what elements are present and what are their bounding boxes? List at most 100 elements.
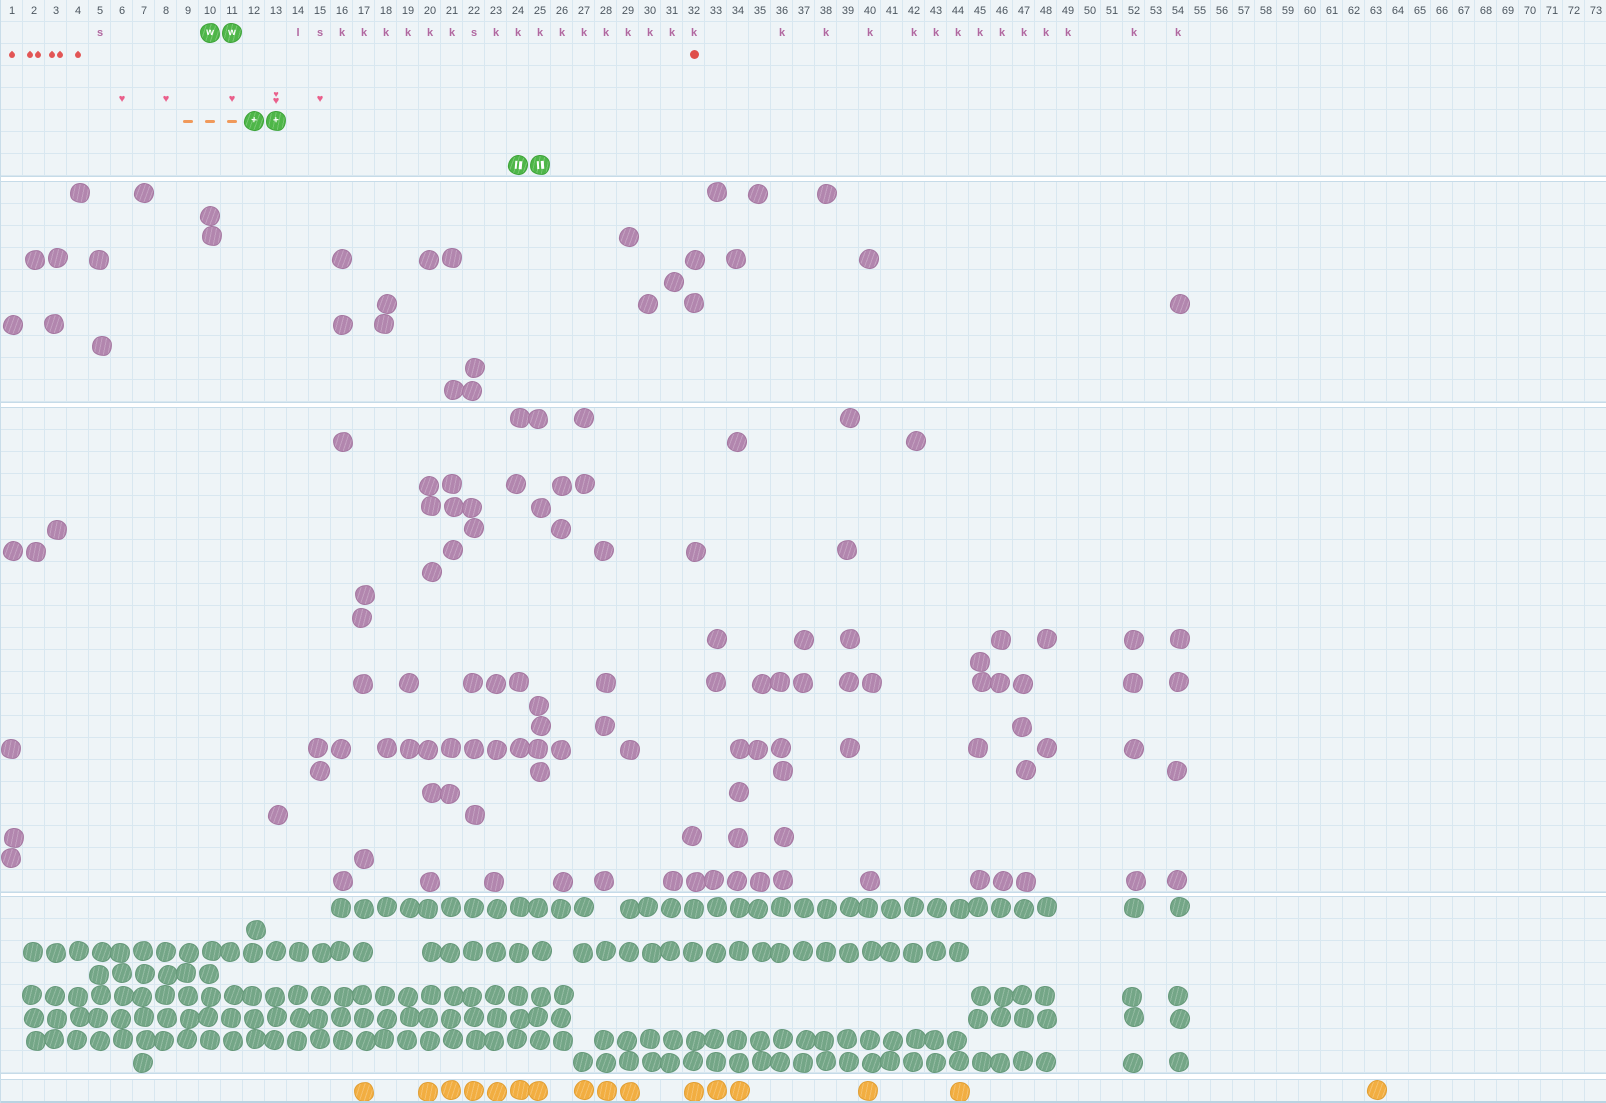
cell-mark[interactable]: [420, 495, 442, 517]
cell-mark[interactable]: [747, 898, 769, 920]
cell-mark[interactable]: [461, 497, 483, 519]
cell-mark[interactable]: [24, 249, 46, 271]
cell-mark[interactable]: [925, 940, 947, 962]
cell-mark[interactable]: [839, 407, 861, 429]
cell-mark[interactable]: [1036, 737, 1058, 759]
cell-mark[interactable]: [552, 871, 574, 893]
cell-mark[interactable]: [682, 1050, 704, 1072]
cell-mark[interactable]: [47, 247, 69, 269]
cell-mark[interactable]: [925, 1052, 947, 1074]
cell-mark[interactable]: [243, 1008, 265, 1030]
cell-mark[interactable]: [685, 541, 707, 563]
cell-mark[interactable]: [43, 313, 65, 335]
cell-mark[interactable]: [726, 431, 748, 453]
pause-badge-icon[interactable]: [529, 154, 551, 176]
cell-mark[interactable]: [507, 985, 529, 1007]
dash-mark[interactable]: [199, 110, 221, 132]
cell-mark[interactable]: [332, 431, 354, 453]
cell-mark[interactable]: [531, 940, 553, 962]
cell-mark[interactable]: [836, 1028, 858, 1050]
cell-mark[interactable]: [1169, 293, 1191, 315]
cell-mark[interactable]: [662, 870, 684, 892]
cell-mark[interactable]: [572, 1051, 594, 1073]
cell-mark[interactable]: [769, 1051, 791, 1073]
cell-mark[interactable]: [769, 942, 791, 964]
cell-mark[interactable]: [573, 407, 595, 429]
cell-mark[interactable]: [439, 942, 461, 964]
cell-mark[interactable]: [703, 869, 725, 891]
cell-mark[interactable]: [683, 1081, 705, 1103]
cell-mark[interactable]: [594, 715, 616, 737]
cell-mark[interactable]: [2, 540, 24, 562]
cell-mark[interactable]: [376, 896, 398, 918]
cell-mark[interactable]: [619, 739, 641, 761]
cell-mark[interactable]: [527, 1006, 549, 1028]
cell-mark[interactable]: [265, 940, 287, 962]
cell-mark[interactable]: [793, 629, 815, 651]
cell-mark[interactable]: [420, 984, 442, 1006]
cell-mark[interactable]: [508, 671, 530, 693]
cell-mark[interactable]: [682, 941, 704, 963]
cell-mark[interactable]: [440, 896, 462, 918]
cell-mark[interactable]: [156, 1007, 178, 1029]
cell-mark[interactable]: [967, 896, 989, 918]
cell-mark[interactable]: [1169, 1008, 1191, 1030]
cell-mark[interactable]: [1012, 1050, 1034, 1072]
heart-mark[interactable]: ♥: [309, 93, 331, 105]
cell-mark[interactable]: [307, 1008, 329, 1030]
cell-mark[interactable]: [1169, 896, 1191, 918]
cell-mark[interactable]: [398, 672, 420, 694]
cell-mark[interactable]: [903, 896, 925, 918]
cell-mark[interactable]: [43, 1028, 65, 1050]
cell-mark[interactable]: [813, 1030, 835, 1052]
droplet-mark[interactable]: [1, 44, 23, 66]
cell-mark[interactable]: [990, 629, 1012, 651]
cell-mark[interactable]: [1011, 984, 1033, 1006]
cell-mark[interactable]: [486, 1081, 508, 1103]
cell-mark[interactable]: [1168, 671, 1190, 693]
cell-mark[interactable]: [288, 941, 310, 963]
cell-mark[interactable]: [792, 672, 814, 694]
cell-mark[interactable]: [1168, 1051, 1190, 1073]
cell-mark[interactable]: [1166, 869, 1188, 891]
water-badge-icon[interactable]: w: [221, 22, 243, 44]
cell-mark[interactable]: [593, 540, 615, 562]
droplet-mark[interactable]: [45, 44, 67, 66]
cell-mark[interactable]: [1011, 716, 1033, 738]
cell-mark[interactable]: [373, 313, 395, 335]
cell-mark[interactable]: [373, 1028, 395, 1050]
cell-mark[interactable]: [418, 475, 440, 497]
cell-mark[interactable]: [485, 673, 507, 695]
cell-mark[interactable]: [553, 984, 575, 1006]
cell-mark[interactable]: [879, 1050, 901, 1072]
cell-mark[interactable]: [88, 249, 110, 271]
cell-mark[interactable]: [483, 871, 505, 893]
cell-mark[interactable]: [241, 985, 263, 1007]
cell-mark[interactable]: [329, 940, 351, 962]
cell-mark[interactable]: [550, 1007, 572, 1029]
cell-mark[interactable]: [836, 539, 858, 561]
cell-mark[interactable]: [331, 248, 353, 270]
cell-mark[interactable]: [882, 1030, 904, 1052]
cell-mark[interactable]: [1121, 986, 1143, 1008]
cell-mark[interactable]: [815, 1050, 837, 1072]
cell-mark[interactable]: [87, 1007, 109, 1029]
cell-mark[interactable]: [595, 1052, 617, 1074]
cell-mark[interactable]: [69, 182, 91, 204]
cell-mark[interactable]: [419, 1030, 441, 1052]
cell-mark[interactable]: [792, 940, 814, 962]
cell-mark[interactable]: [1035, 1051, 1057, 1073]
cell-mark[interactable]: [1123, 897, 1145, 919]
cell-mark[interactable]: [595, 672, 617, 694]
cell-mark[interactable]: [705, 671, 727, 693]
cell-mark[interactable]: [376, 293, 398, 315]
cell-mark[interactable]: [439, 783, 461, 805]
cell-mark[interactable]: [175, 962, 197, 984]
plus-badge-icon[interactable]: +: [243, 110, 265, 132]
cell-mark[interactable]: [440, 1008, 462, 1030]
cell-mark[interactable]: [332, 870, 354, 892]
cell-mark[interactable]: [485, 941, 507, 963]
cell-mark[interactable]: [46, 519, 68, 541]
cell-mark[interactable]: [397, 986, 419, 1008]
cell-mark[interactable]: [923, 1029, 945, 1051]
